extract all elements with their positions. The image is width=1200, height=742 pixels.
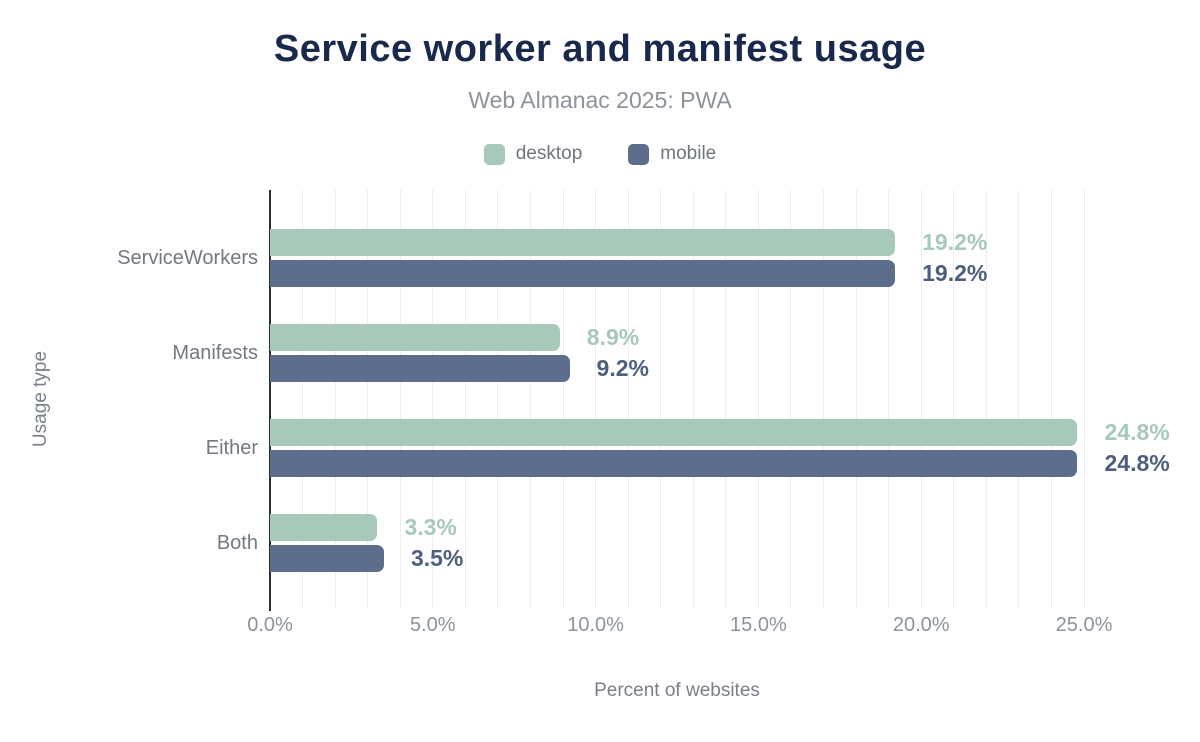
legend-label-mobile: mobile bbox=[660, 143, 717, 164]
gridline bbox=[399, 190, 401, 608]
bar-value-desktop-ServiceWorkers: 19.2% bbox=[922, 229, 988, 255]
y-axis-line bbox=[269, 190, 271, 611]
category-label-Either: Either bbox=[205, 437, 258, 459]
gridline bbox=[920, 190, 922, 608]
bar-desktop-ServiceWorkers bbox=[270, 229, 896, 256]
bar-value-desktop-Either: 24.8% bbox=[1104, 419, 1170, 445]
gridline bbox=[725, 190, 727, 608]
category-label-ServiceWorkers: ServiceWorkers bbox=[117, 247, 258, 269]
legend-item-desktop: desktop bbox=[483, 143, 583, 165]
gridline bbox=[790, 190, 792, 608]
bar-mobile-Manifests bbox=[270, 355, 570, 382]
gridline bbox=[302, 190, 304, 608]
bar-value-desktop-Manifests: 8.9% bbox=[586, 324, 640, 350]
plot-area: 19.2% 19.2% 8.9% 9.2% 24.8% 24.8% 3.3% 3.5% bbox=[269, 190, 1170, 611]
bar-desktop-Either bbox=[270, 419, 1078, 446]
x-tick-label-5: 5.0% bbox=[410, 614, 456, 636]
x-tick-label-10: 10.0% bbox=[567, 614, 624, 636]
gridline bbox=[627, 190, 629, 608]
gridline bbox=[497, 190, 499, 608]
bar-value-mobile-Manifests: 9.2% bbox=[596, 355, 649, 381]
legend-swatch-mobile-icon bbox=[628, 143, 650, 165]
bar-mobile-ServiceWorkers bbox=[270, 260, 896, 287]
bar-mobile-Both bbox=[270, 545, 384, 572]
gridline bbox=[757, 190, 759, 608]
bar-value-mobile-ServiceWorkers: 19.2% bbox=[922, 260, 988, 286]
gridline bbox=[464, 190, 466, 608]
gridline bbox=[334, 190, 336, 608]
x-tick-label-0: 0.0% bbox=[247, 614, 293, 636]
x-tick-label-15: 15.0% bbox=[730, 614, 787, 636]
gridline bbox=[953, 190, 955, 608]
y-axis-title: Usage type bbox=[30, 350, 51, 448]
gridline bbox=[855, 190, 857, 608]
gridline bbox=[692, 190, 694, 608]
legend-label-desktop: desktop bbox=[515, 143, 583, 164]
gridline bbox=[660, 190, 662, 608]
x-axis-title: Percent of websites bbox=[594, 680, 760, 701]
bar-mobile-Either bbox=[270, 450, 1078, 477]
gridline bbox=[529, 190, 531, 608]
gridline bbox=[432, 190, 434, 608]
gridline bbox=[1083, 190, 1085, 608]
gridline bbox=[1050, 190, 1052, 608]
gridline bbox=[888, 190, 890, 608]
legend-swatch-desktop-icon bbox=[483, 143, 505, 165]
chart-title: Service worker and manifest usage bbox=[273, 28, 927, 70]
category-label-Manifests: Manifests bbox=[172, 342, 258, 364]
bar-value-desktop-Both: 3.3% bbox=[404, 514, 457, 540]
gridline bbox=[823, 190, 825, 608]
gridline bbox=[562, 190, 564, 608]
bar-value-mobile-Either: 24.8% bbox=[1104, 450, 1170, 476]
legend-item-mobile: mobile bbox=[628, 143, 716, 165]
gridline bbox=[1018, 190, 1020, 608]
x-tick-label-20: 20.0% bbox=[892, 614, 950, 636]
gridline bbox=[367, 190, 369, 608]
category-label-Both: Both bbox=[216, 532, 258, 554]
chart-subtitle: Web Almanac 2025: PWA bbox=[468, 87, 732, 113]
bar-desktop-Both bbox=[270, 514, 378, 541]
gridline bbox=[985, 190, 987, 608]
bar-desktop-Manifests bbox=[270, 324, 560, 351]
bar-value-mobile-Both: 3.5% bbox=[410, 545, 464, 571]
x-tick-label-25: 25.0% bbox=[1055, 614, 1113, 636]
legend: desktop mobile bbox=[0, 143, 1200, 165]
gridline bbox=[595, 190, 597, 608]
